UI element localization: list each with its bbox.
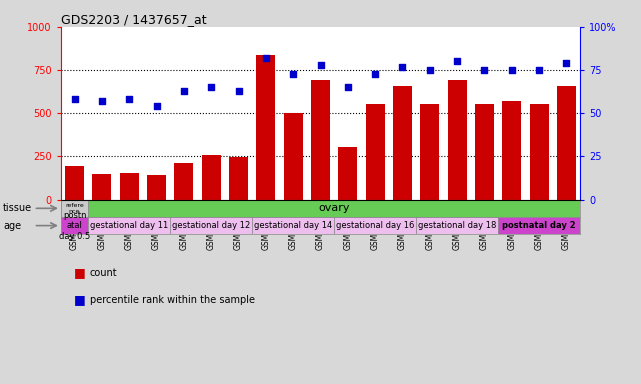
Bar [174,162,194,200]
Text: postn
atal
day 0.5: postn atal day 0.5 [59,211,90,240]
Bar [475,104,494,200]
Point [315,62,326,68]
Bar [334,217,416,234]
Text: count: count [90,268,117,278]
Bar [498,217,580,234]
Text: refere
nce: refere nce [65,203,84,214]
Text: ovary: ovary [319,203,350,214]
Point [261,55,271,61]
Bar [229,157,248,200]
Bar [256,55,276,200]
Bar [503,101,521,200]
Bar [171,217,252,234]
Point [288,71,298,77]
Text: gestational day 16: gestational day 16 [336,221,414,230]
Point [206,84,216,91]
Point [69,96,79,103]
Bar [420,104,439,200]
Bar [65,166,84,200]
Text: gestational day 11: gestational day 11 [90,221,169,230]
Bar [252,217,334,234]
Text: gestational day 18: gestational day 18 [418,221,496,230]
Bar [61,217,88,234]
Text: ■: ■ [74,266,85,279]
Bar [393,86,412,200]
Bar [557,86,576,200]
Point [97,98,107,104]
Text: age: age [3,220,21,231]
Text: tissue: tissue [3,203,32,214]
Bar [416,217,498,234]
Bar [365,104,385,200]
Point [179,88,189,94]
Point [506,67,517,73]
Bar [338,147,358,200]
Point [343,84,353,91]
Bar [61,200,88,217]
Bar [92,174,112,200]
Bar [88,217,171,234]
Bar [147,175,166,200]
Point [233,88,244,94]
Text: gestational day 12: gestational day 12 [172,221,251,230]
Point [370,71,380,77]
Point [479,67,490,73]
Text: percentile rank within the sample: percentile rank within the sample [90,295,254,305]
Text: ■: ■ [74,293,85,306]
Text: GDS2203 / 1437657_at: GDS2203 / 1437657_at [61,13,206,26]
Bar [120,173,138,200]
Bar [447,81,467,200]
Point [397,64,408,70]
Text: gestational day 14: gestational day 14 [254,221,332,230]
Point [562,60,572,66]
Point [534,67,544,73]
Point [151,103,162,109]
Bar [311,81,330,200]
Point [124,96,135,103]
Point [452,58,462,65]
Bar [529,104,549,200]
Text: postnatal day 2: postnatal day 2 [503,221,576,230]
Bar [283,113,303,200]
Point [425,67,435,73]
Bar [202,155,221,200]
